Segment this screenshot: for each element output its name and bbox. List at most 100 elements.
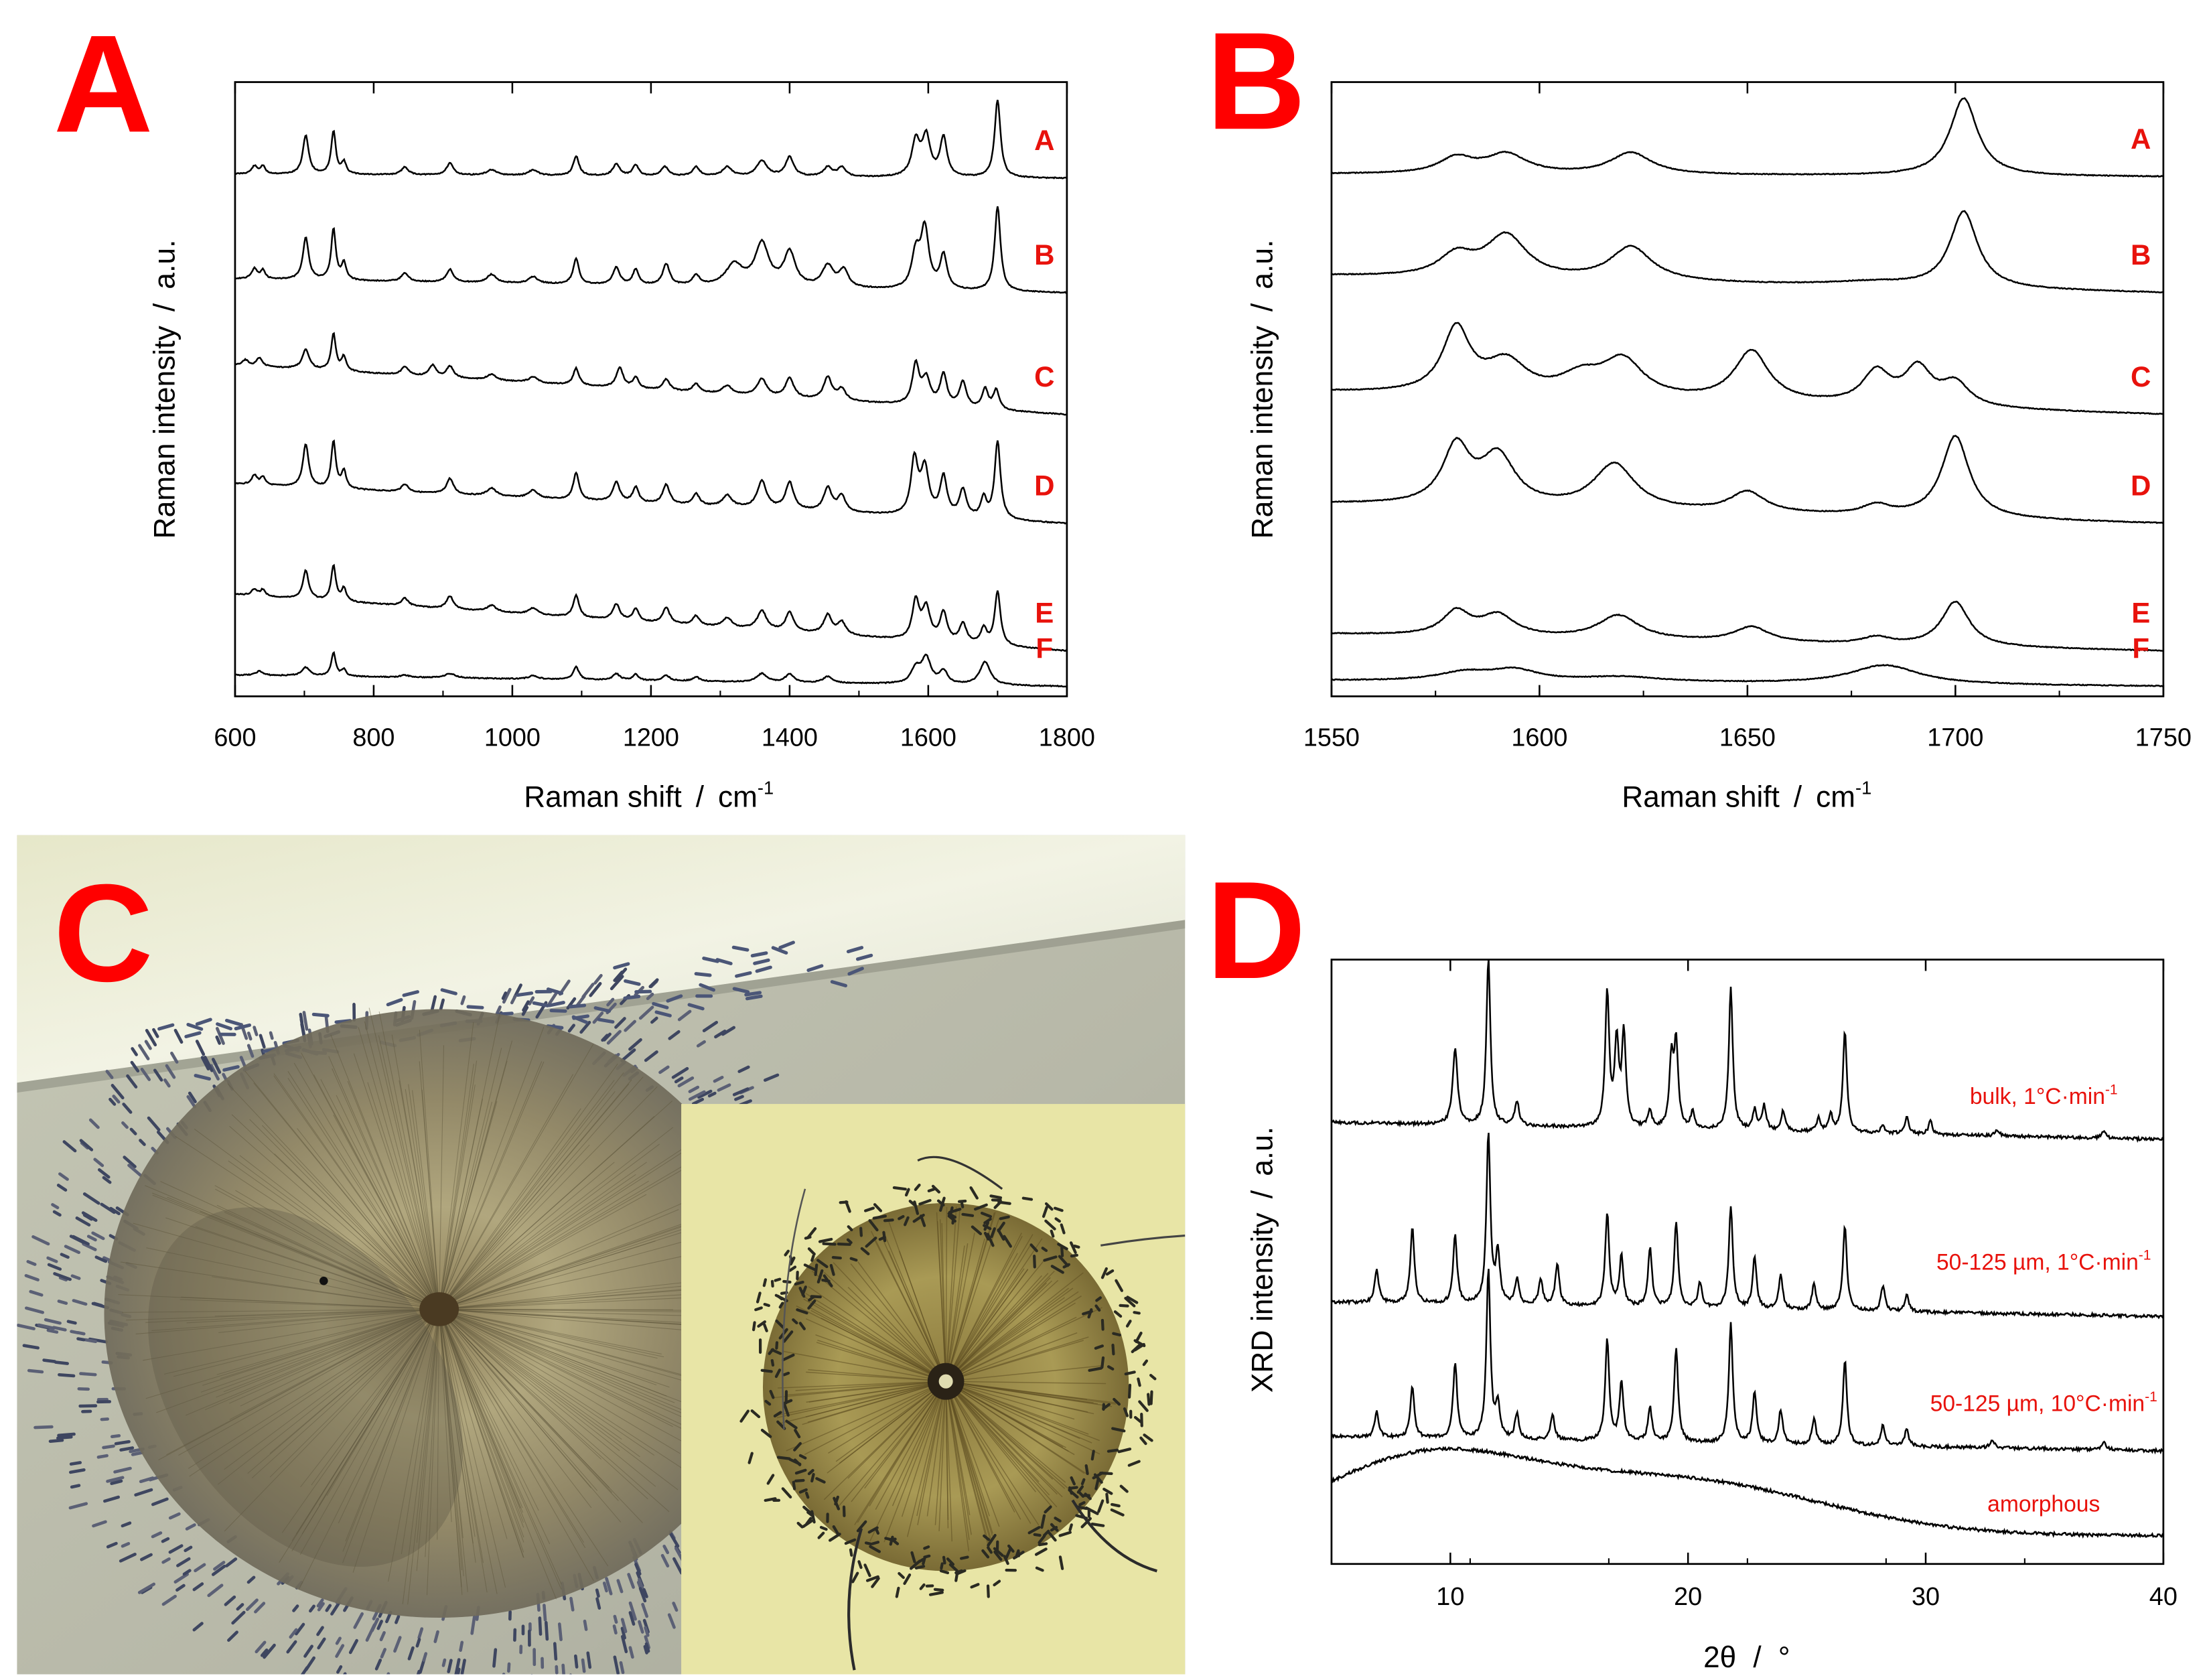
fragment bbox=[845, 1200, 851, 1213]
fiber bbox=[439, 1308, 727, 1313]
fragment bbox=[1044, 1202, 1054, 1211]
series-label-e: E bbox=[1035, 598, 1054, 629]
fragment bbox=[747, 1452, 754, 1464]
needle bbox=[137, 1582, 156, 1594]
fragment bbox=[1007, 1544, 1015, 1553]
needle bbox=[688, 1085, 700, 1093]
fragment bbox=[1005, 1547, 1012, 1559]
fiber bbox=[778, 1381, 946, 1389]
fragment bbox=[1078, 1501, 1086, 1507]
fragment bbox=[989, 1194, 1003, 1200]
fragment bbox=[948, 1208, 962, 1214]
fiber bbox=[439, 1309, 679, 1490]
fragment bbox=[1119, 1484, 1129, 1493]
fragment bbox=[1124, 1371, 1136, 1376]
needle bbox=[430, 995, 437, 1013]
fiber bbox=[945, 1381, 1031, 1524]
needle bbox=[616, 1579, 624, 1594]
fragment bbox=[954, 1569, 963, 1575]
fiber bbox=[412, 1090, 440, 1310]
needle bbox=[528, 996, 535, 1005]
fiber bbox=[298, 1309, 440, 1590]
needle bbox=[654, 1010, 672, 1018]
fiber bbox=[328, 1056, 440, 1310]
fragment bbox=[1070, 1476, 1076, 1486]
needle bbox=[134, 1488, 153, 1497]
needle bbox=[330, 1601, 341, 1616]
trace-f bbox=[1331, 664, 2164, 687]
panel-letter-d: D bbox=[1206, 851, 1306, 1008]
needle bbox=[102, 1256, 112, 1262]
fiber bbox=[828, 1381, 946, 1454]
fiber bbox=[439, 1309, 656, 1487]
needle bbox=[82, 1192, 100, 1205]
fiber bbox=[439, 1308, 673, 1427]
needle bbox=[393, 1636, 402, 1653]
fragment bbox=[892, 1186, 907, 1191]
fragment bbox=[828, 1533, 841, 1542]
fiber bbox=[295, 1309, 440, 1535]
needle bbox=[131, 1451, 144, 1456]
needle bbox=[702, 957, 719, 963]
fragment bbox=[1034, 1547, 1048, 1556]
needle bbox=[42, 1358, 57, 1363]
fiber bbox=[421, 1089, 440, 1310]
x-axis-label-a: Raman shift / cm-1 bbox=[524, 777, 774, 813]
needle bbox=[605, 1577, 613, 1596]
needle bbox=[674, 1076, 684, 1084]
needle bbox=[627, 1573, 635, 1589]
needle bbox=[459, 1640, 464, 1652]
fiber bbox=[291, 1309, 440, 1541]
fiber bbox=[253, 1082, 440, 1310]
fragment bbox=[1095, 1296, 1102, 1302]
fragment bbox=[788, 1458, 802, 1466]
fragment bbox=[954, 1571, 959, 1582]
needle bbox=[259, 1034, 266, 1049]
needle bbox=[97, 1168, 111, 1179]
needle bbox=[106, 1476, 125, 1483]
fiber bbox=[342, 1309, 440, 1563]
fiber bbox=[945, 1253, 1018, 1382]
fiber bbox=[297, 1128, 440, 1310]
needle bbox=[395, 1614, 401, 1624]
needle bbox=[139, 1139, 146, 1146]
needle bbox=[131, 1047, 138, 1056]
fiber bbox=[439, 1101, 492, 1310]
needle bbox=[113, 1466, 132, 1474]
series-label-a: A bbox=[2131, 123, 2151, 155]
fragment bbox=[983, 1231, 990, 1241]
fiber bbox=[439, 1293, 689, 1310]
needle bbox=[86, 1235, 97, 1242]
fiber bbox=[345, 1309, 440, 1542]
fiber bbox=[333, 1114, 440, 1310]
fiber bbox=[437, 1309, 440, 1540]
fiber bbox=[439, 1308, 697, 1424]
fiber bbox=[439, 1063, 618, 1310]
fiber bbox=[204, 1308, 439, 1411]
needle bbox=[440, 988, 457, 995]
fragment bbox=[1038, 1542, 1048, 1547]
needle bbox=[620, 1048, 636, 1062]
fragment bbox=[1073, 1244, 1080, 1249]
fiber bbox=[223, 1308, 439, 1393]
fragment bbox=[923, 1545, 930, 1550]
needle bbox=[644, 1626, 650, 1637]
needle bbox=[595, 1597, 601, 1610]
fiber bbox=[945, 1269, 1029, 1382]
fiber bbox=[945, 1282, 1047, 1382]
fiber bbox=[227, 1083, 440, 1310]
needle bbox=[234, 1023, 252, 1031]
fragment bbox=[764, 1399, 772, 1406]
fragment bbox=[1094, 1344, 1104, 1350]
needle bbox=[215, 1035, 222, 1045]
fiber bbox=[811, 1270, 946, 1382]
fiber bbox=[945, 1381, 1037, 1492]
fiber bbox=[439, 1309, 468, 1592]
fiber bbox=[300, 1309, 440, 1488]
fiber bbox=[301, 1052, 440, 1310]
fragment bbox=[823, 1274, 833, 1287]
fiber bbox=[805, 1293, 946, 1382]
needle bbox=[433, 1630, 439, 1643]
fiber bbox=[439, 1309, 521, 1509]
fiber bbox=[835, 1381, 946, 1462]
